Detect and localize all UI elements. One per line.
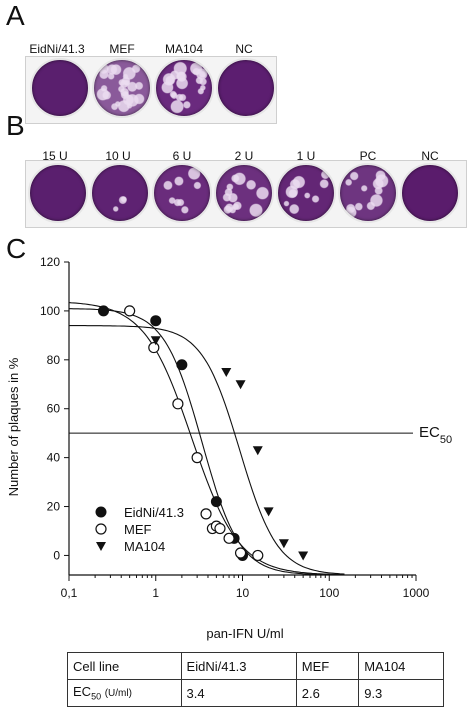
plate-label-nc-b: NC (421, 149, 439, 163)
fit-curve-mef (68, 302, 345, 576)
x-tick-label: 100 (319, 586, 339, 600)
well-nc-b (400, 163, 460, 223)
data-point-ma104 (298, 551, 309, 561)
data-point-ma104 (278, 539, 289, 549)
ec50-line-label: EC50 (419, 424, 452, 446)
data-point-mef (172, 398, 184, 410)
data-point-mef (223, 532, 235, 544)
table-value-eidni: 3.4 (180, 679, 297, 707)
y-axis-label: Number of plaques in % (6, 357, 21, 496)
x-tick-label: 1 (152, 586, 159, 600)
x-axis-label: pan-IFN U/ml (206, 626, 283, 641)
fit-curve-eidni (69, 308, 345, 576)
plate-label-pc: PC (359, 149, 377, 163)
data-point-eidni (150, 315, 162, 327)
panel-c-letter: C (6, 233, 27, 264)
well-1u (276, 163, 336, 223)
data-point-mef (200, 508, 212, 520)
y-tick-label: 80 (47, 353, 61, 367)
data-point-mef (214, 522, 226, 535)
data-point-ma104 (252, 446, 263, 456)
well-2u (214, 163, 274, 223)
legend-marker-eidni (95, 506, 107, 518)
plate-label-eidni: EidNi/41.3 (29, 42, 85, 56)
table-header-mef: MEF (295, 652, 360, 680)
table-header-eidni: EidNi/41.3 (180, 652, 297, 680)
plate-label-nc: NC (235, 42, 253, 56)
well-nc (216, 58, 276, 118)
table-header-cell-line: Cell line (67, 652, 182, 680)
plate-label-15u: 15 U (42, 149, 68, 163)
ec50-table-header-row: Cell line EidNi/41.3 MEF MA104 (67, 652, 444, 680)
data-point-mef (234, 547, 247, 559)
x-tick-label: 0,1 (61, 586, 78, 600)
data-point-mef (124, 305, 136, 317)
dose-response-chart: 0 20 40 60 80 100 120 0,1 1 10 100 1000 EidNi/41.3 M… (6, 255, 452, 641)
legend-label-ma104: MA104 (124, 539, 165, 554)
data-point-mef (191, 452, 203, 464)
plate-label-mef: MEF (109, 42, 135, 56)
x-tick-label: 10 (236, 586, 250, 600)
data-point-ma104 (235, 380, 246, 390)
ec50-table-value-row: EC50 (U/ml) 3.4 2.6 9.3 (67, 679, 444, 707)
y-tick-label: 120 (40, 255, 60, 269)
legend-label-mef: MEF (124, 522, 152, 537)
data-point-eidni (210, 496, 222, 508)
legend-label-eidni: EidNi/41.3 (124, 505, 184, 520)
data-point-ma104 (263, 507, 274, 517)
y-tick-label: 60 (47, 402, 61, 416)
y-tick-label: 0 (53, 548, 60, 562)
data-point-mef (148, 341, 160, 354)
y-tick-label: 100 (40, 304, 60, 318)
well-6u (152, 163, 212, 223)
plate-label-10u: 10 U (105, 149, 131, 163)
data-point-eidni (176, 359, 188, 371)
panel-a-letter: A (6, 0, 25, 31)
well-15u (28, 163, 88, 223)
table-row-label-ec50: EC50 (U/ml) (67, 679, 182, 707)
plate-label-6u: 6 U (172, 149, 192, 163)
well-ma104 (154, 58, 214, 118)
ec50-table: Cell line EidNi/41.3 MEF MA104 EC50 (U/m… (67, 652, 444, 707)
table-header-ma104: MA104 (358, 652, 444, 680)
plate-label-2u: 2 U (234, 149, 254, 163)
table-value-mef: 2.6 (295, 679, 360, 707)
x-tick-label: 1000 (403, 586, 430, 600)
y-tick-label: 20 (47, 500, 61, 514)
well-pc (338, 163, 398, 223)
fit-curve-ma104 (69, 325, 345, 575)
data-point-mef (252, 549, 264, 562)
plate-label-1u: 1 U (296, 149, 316, 163)
legend-marker-ma104 (96, 542, 106, 551)
data-point-ma104 (150, 336, 161, 346)
well-10u (90, 163, 150, 223)
well-eidni (30, 58, 90, 118)
well-mef (92, 58, 152, 118)
y-tick-label: 40 (47, 451, 61, 465)
legend-marker-mef (95, 523, 107, 535)
table-value-ma104: 9.3 (358, 679, 444, 707)
plate-label-ma104: MA104 (164, 42, 204, 56)
data-point-ma104 (221, 368, 232, 378)
data-point-eidni (98, 305, 110, 317)
panel-b-letter: B (6, 110, 25, 141)
